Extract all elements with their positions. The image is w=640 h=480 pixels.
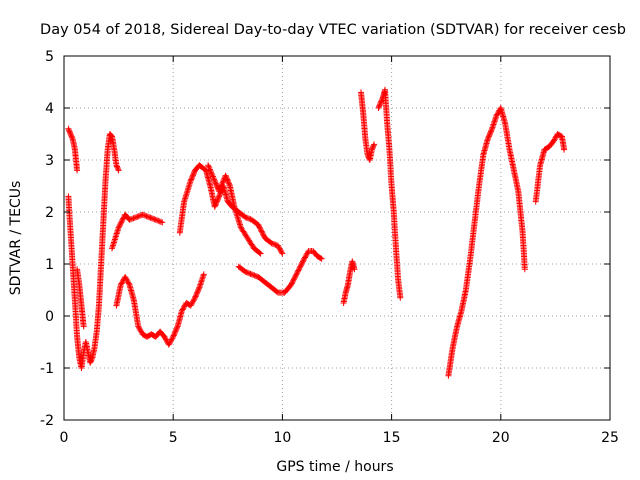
data-point-markers: [375, 86, 404, 301]
data-point-markers: [235, 248, 325, 296]
series-segment: [340, 258, 358, 306]
y-tick-label: 0: [45, 309, 54, 325]
x-tick-label: 15: [383, 430, 401, 446]
x-tick-label: 0: [60, 430, 69, 446]
y-tick-label: -1: [40, 361, 54, 377]
chart-title: Day 054 of 2018, Sidereal Day-to-day VTE…: [40, 22, 626, 38]
y-tick-label: 2: [45, 205, 54, 221]
axis-ticks: 0 5 10 15 20 25 -2 -1 0 1 2 3 4 5: [40, 49, 619, 446]
series-segment: [375, 86, 404, 301]
data-point-markers: [205, 162, 264, 257]
series-segment: [176, 162, 286, 257]
series-segment: [65, 131, 122, 371]
series-segment: [205, 162, 264, 257]
series-segment: [358, 89, 378, 163]
series-segment: [445, 105, 528, 379]
y-tick-label: 1: [45, 257, 54, 273]
y-tick-label: -2: [40, 413, 54, 429]
series-segment: [65, 125, 81, 174]
series-segment: [109, 211, 166, 252]
x-tick-label: 10: [273, 430, 291, 446]
data-point-markers: [358, 89, 378, 163]
data-point-markers: [65, 125, 81, 174]
x-tick-label: 25: [601, 430, 619, 446]
series-segment: [532, 131, 568, 205]
x-tick-label: 20: [492, 430, 510, 446]
x-axis-label: GPS time / hours: [276, 459, 393, 475]
series-segment: [235, 248, 325, 296]
data-point-markers: [340, 258, 358, 306]
data-series: [65, 86, 568, 379]
data-point-markers: [65, 131, 122, 371]
y-axis-label: SDTVAR / TECUs: [8, 181, 24, 296]
data-point-markers: [532, 131, 568, 205]
x-tick-label: 5: [169, 430, 178, 446]
data-point-markers: [445, 105, 528, 379]
plot-frame: [63, 55, 611, 421]
series-segment: [74, 266, 87, 330]
series-segment: [113, 271, 207, 348]
y-tick-label: 4: [45, 101, 54, 117]
y-tick-label: 5: [45, 49, 54, 65]
data-point-markers: [176, 162, 286, 257]
data-point-markers: [74, 266, 87, 330]
y-tick-label: 3: [45, 153, 54, 169]
data-point-markers: [113, 271, 207, 348]
data-point-markers: [109, 211, 166, 252]
